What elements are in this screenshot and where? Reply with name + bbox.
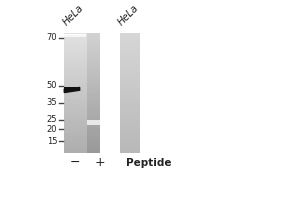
Bar	[100, 34, 103, 153]
Text: Peptide: Peptide	[126, 158, 171, 168]
Text: 25: 25	[47, 115, 57, 124]
Text: 35: 35	[46, 98, 57, 107]
Polygon shape	[64, 87, 80, 93]
Text: HeLa: HeLa	[61, 3, 86, 28]
Text: 20: 20	[47, 125, 57, 134]
Text: HeLa: HeLa	[116, 3, 141, 28]
Bar	[64, 34, 86, 37]
Text: +: +	[95, 156, 106, 169]
Text: 50: 50	[47, 81, 57, 90]
Text: 15: 15	[47, 137, 57, 146]
Bar	[64, 34, 86, 35]
Text: 70: 70	[46, 33, 57, 42]
Text: −: −	[70, 156, 80, 169]
Bar	[64, 87, 80, 90]
Bar	[88, 120, 100, 125]
